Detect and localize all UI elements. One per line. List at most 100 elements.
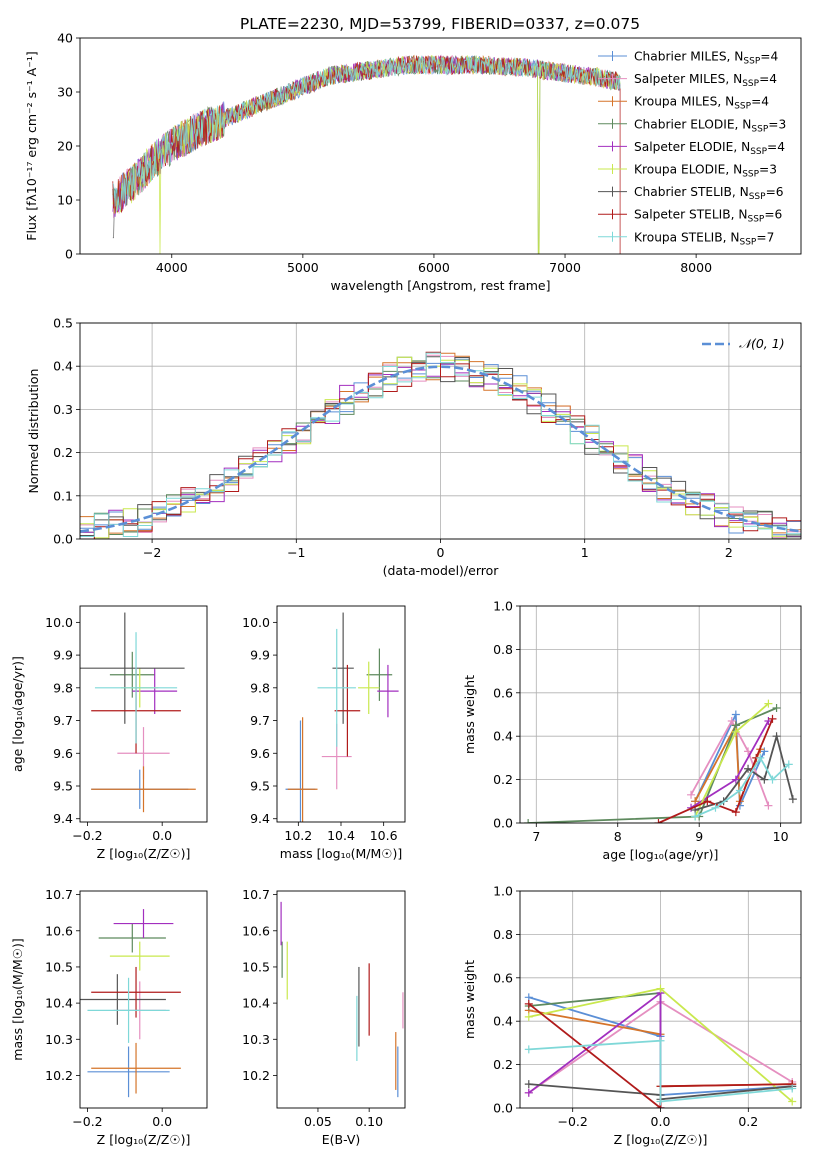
y-tick-label: 0.4 — [493, 729, 513, 744]
weight-point-chabrier-stelib — [760, 775, 769, 784]
weight-point-salpeter-elodie — [731, 775, 740, 784]
y-axis-label: Flux [fλ10⁻¹⁷ erg cm⁻² s⁻¹ A⁻¹] — [24, 51, 39, 240]
x-tick-label: 0.0 — [651, 1114, 671, 1129]
panel-age-vs-z: −0.2 0.0 9.4 9.5 9.6 9.7 9.8 9.9 10.0 Z [log₁₀(Z/… — [10, 605, 208, 861]
weight-point-kroupa-stelib — [768, 775, 777, 784]
weight-point-salpeter-miles — [727, 717, 736, 726]
y-tick-label: 0 — [65, 247, 73, 262]
x-tick-label: 0 — [437, 545, 445, 560]
y-tick-label: 10.4 — [45, 996, 73, 1011]
legend-label-chabrier-elodie: Chabrier ELODIE, NSSP=3 — [634, 117, 786, 134]
weight-point-kroupa-stelib — [656, 1097, 665, 1106]
plot-marks — [524, 984, 797, 1108]
y-tick-label: 1.0 — [493, 599, 513, 614]
y-tick-label: 10.3 — [242, 1032, 270, 1047]
y-tick-label: 1.0 — [493, 884, 513, 899]
x-axis-label: mass [log₁₀(M/M☉)] — [280, 846, 402, 861]
weight-point-chabrier-stelib — [744, 764, 753, 773]
x-tick-label: 0.05 — [304, 1114, 332, 1129]
legend-subscript: SSP — [743, 57, 760, 67]
weight-point-kroupa-stelib — [788, 1084, 797, 1093]
y-axis-label: mass [log₁₀(M/M☉)] — [10, 938, 25, 1060]
y-tick-label: 10.2 — [242, 1068, 270, 1083]
weight-point-chabrier-miles — [731, 710, 740, 719]
axes-frame — [79, 605, 208, 823]
histogram-kroupa-stelib — [80, 352, 801, 537]
y-tick-label: 10.5 — [242, 959, 270, 974]
y-tick-label: 9.5 — [250, 779, 270, 794]
weight-point-salpeter-miles — [764, 801, 773, 810]
axes-frame — [79, 890, 208, 1109]
y-tick-label: 9.8 — [53, 680, 73, 695]
x-tick-label: 0.10 — [355, 1114, 383, 1129]
legend-subscript: SSP — [734, 102, 751, 112]
legend-label-chabrier-miles: Chabrier MILES, NSSP=4 — [634, 50, 778, 67]
legend-subscript: SSP — [742, 79, 759, 89]
legend-count: =4 — [751, 95, 769, 109]
y-tick-label: 20 — [57, 139, 73, 154]
weight-point-salpeter-stelib — [703, 797, 712, 806]
weight-point-chabrier-elodie — [524, 819, 533, 823]
weight-point-chabrier-stelib — [524, 1080, 533, 1089]
weight-point-chabrier-stelib — [772, 732, 781, 741]
y-tick-label: 0.8 — [493, 927, 513, 942]
legend-subscript: SSP — [750, 147, 767, 157]
y-tick-label: 9.7 — [53, 713, 73, 728]
histogram-salpeter-stelib — [80, 351, 801, 539]
axes-frame — [276, 890, 406, 1109]
x-tick-label: 6000 — [418, 260, 450, 275]
weight-point-kroupa-stelib — [711, 803, 720, 812]
legend: 𝒩(0, 1) — [702, 336, 785, 351]
y-tick-label: 10 — [57, 193, 73, 208]
weight-point-kroupa-stelib — [656, 1036, 665, 1045]
axes-frame — [519, 605, 802, 824]
legend-subscript: SSP — [740, 237, 757, 247]
legend-label-salpeter-miles: Salpeter MILES, NSSP=4 — [634, 72, 777, 89]
plot-area — [277, 891, 405, 1108]
y-tick-label: 9.4 — [53, 811, 73, 826]
plot-marks — [280, 901, 404, 1098]
legend-count: =4 — [759, 72, 777, 86]
x-tick-label: 10 — [773, 829, 789, 844]
weight-point-kroupa-stelib — [691, 812, 700, 821]
x-axis-label: Z [log₁₀(Z/Z☉)] — [97, 1132, 191, 1147]
weight-line-kroupa-stelib — [528, 1039, 793, 1103]
y-tick-label: 10.6 — [45, 923, 73, 938]
panel-weight-vs-z: −0.2 0.0 0.2 0.0 0.2 0.4 0.6 0.8 1.0 Z [log₁₀(Z/Z… — [462, 884, 802, 1147]
weight-point-chabrier-stelib — [788, 795, 797, 804]
plot-area — [520, 606, 801, 823]
y-axis-label: mass weight — [462, 960, 477, 1039]
axes-frame — [79, 322, 802, 540]
y-tick-label: 10.7 — [242, 887, 270, 902]
legend-label-salpeter-stelib: Salpeter STELIB, NSSP=6 — [634, 208, 782, 225]
figure-title: PLATE=2230, MJD=53799, FIBERID=0337, z=0… — [240, 15, 640, 33]
weight-point-kroupa-stelib — [735, 786, 744, 795]
weight-point-chabrier-elodie — [772, 703, 781, 712]
panel-spectrum: 4000 5000 6000 7000 8000 0 10 20 30 40 wavelength … — [24, 31, 802, 293]
y-tick-label: 0.0 — [53, 532, 73, 547]
x-tick-label: 0.0 — [152, 828, 172, 843]
x-tick-label: 7000 — [549, 260, 581, 275]
weight-point-salpeter-stelib — [768, 714, 777, 723]
axes-frame — [276, 605, 406, 823]
legend-label-chabrier-stelib: Chabrier STELIB, NSSP=6 — [634, 185, 784, 202]
legend-subscript: SSP — [742, 170, 759, 180]
x-tick-label: 10.6 — [370, 828, 398, 843]
plot-marks — [80, 612, 196, 813]
plot-marks — [285, 612, 399, 822]
x-tick-label: 1 — [581, 545, 589, 560]
y-tick-label: 9.9 — [53, 648, 73, 663]
legend-count: =6 — [764, 208, 782, 222]
x-tick-label: 8000 — [680, 260, 712, 275]
y-tick-label: 10.5 — [45, 959, 73, 974]
legend-subscript: SSP — [747, 215, 764, 225]
weight-point-salpeter-stelib — [731, 808, 740, 817]
x-tick-label: −0.2 — [558, 1114, 588, 1129]
normal-curve — [80, 365, 801, 533]
y-tick-label: 0.2 — [493, 1057, 513, 1072]
y-tick-label: 10.7 — [45, 887, 73, 902]
y-tick-label: 9.6 — [250, 746, 270, 761]
y-tick-label: 10.3 — [45, 1032, 73, 1047]
x-tick-label: 4000 — [156, 260, 188, 275]
weight-point-kroupa-elodie — [788, 1097, 797, 1106]
